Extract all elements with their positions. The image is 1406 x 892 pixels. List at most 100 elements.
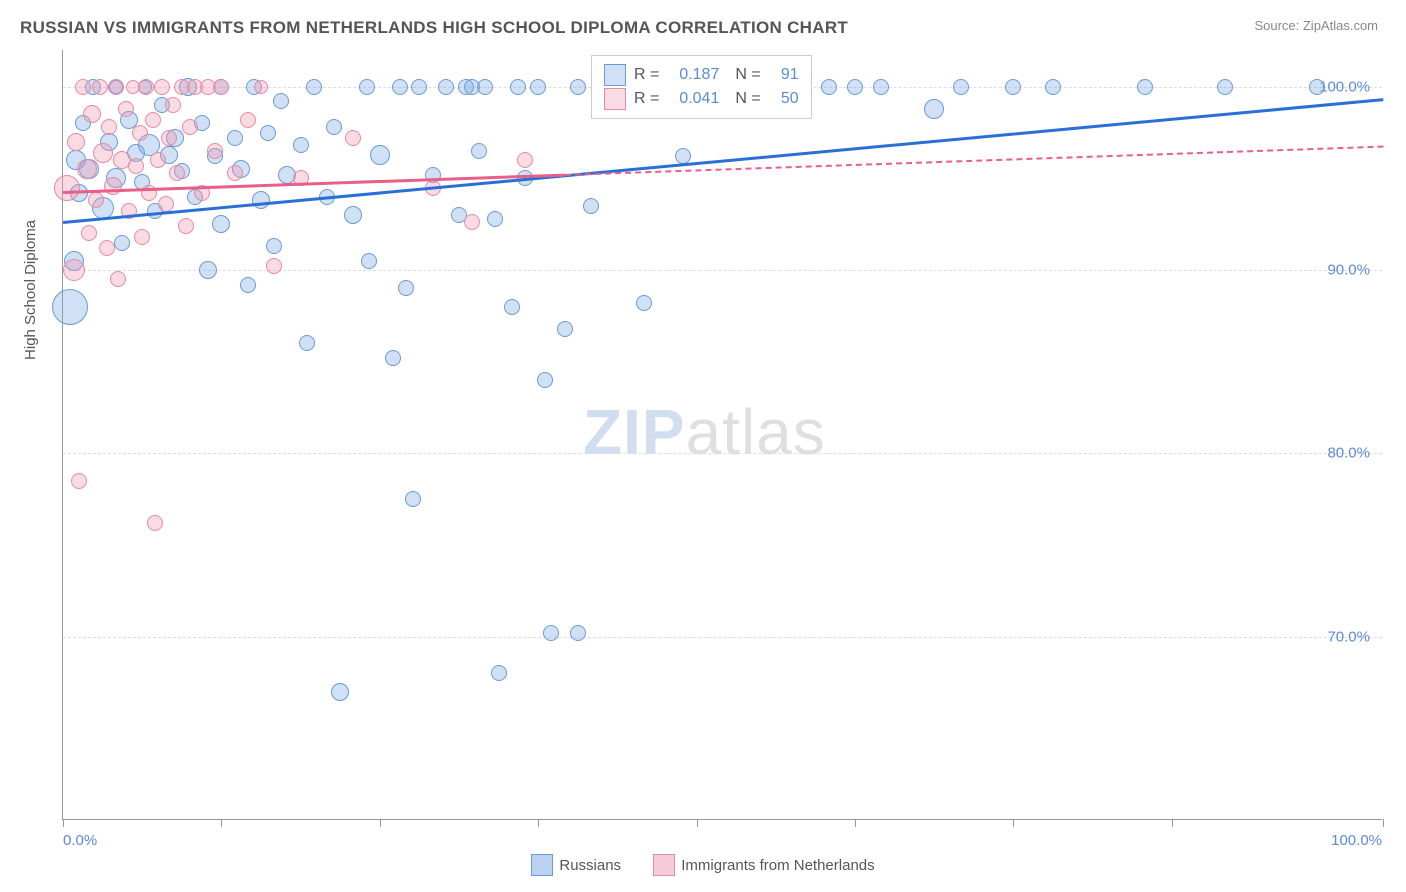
scatter-point xyxy=(873,79,889,95)
scatter-point xyxy=(182,119,198,135)
scatter-point xyxy=(260,125,276,141)
x-tick-label-left: 0.0% xyxy=(63,832,97,849)
x-tick xyxy=(221,819,222,827)
scatter-point xyxy=(636,295,652,311)
y-tick-label: 90.0% xyxy=(1327,262,1370,279)
scatter-point xyxy=(63,259,85,281)
legend-stats-row: R =0.041N =50 xyxy=(604,88,799,110)
scatter-point xyxy=(299,335,315,351)
x-tick xyxy=(380,819,381,827)
x-tick xyxy=(1383,819,1384,827)
swatch-icon xyxy=(604,64,626,86)
swatch-icon xyxy=(653,854,675,876)
scatter-point xyxy=(178,218,194,234)
y-tick-label: 70.0% xyxy=(1327,628,1370,645)
gridline xyxy=(63,453,1382,454)
scatter-point xyxy=(212,215,230,233)
x-tick xyxy=(538,819,539,827)
scatter-point xyxy=(1045,79,1061,95)
scatter-point xyxy=(227,165,243,181)
x-tick xyxy=(1013,819,1014,827)
scatter-point xyxy=(326,119,342,135)
scatter-point xyxy=(438,79,454,95)
scatter-point xyxy=(75,79,91,95)
legend-stats: R =0.187N =91R =0.041N =50 xyxy=(591,55,812,119)
scatter-point xyxy=(52,289,88,325)
legend-item-russians: Russians xyxy=(531,854,621,876)
scatter-point xyxy=(411,79,427,95)
scatter-point xyxy=(487,211,503,227)
gridline xyxy=(63,270,1382,271)
scatter-point xyxy=(213,79,229,95)
scatter-point xyxy=(537,372,553,388)
scatter-point xyxy=(240,112,256,128)
scatter-point xyxy=(821,79,837,95)
scatter-point xyxy=(93,143,113,163)
legend-bottom: Russians Immigrants from Netherlands xyxy=(0,854,1406,880)
watermark: ZIPatlas xyxy=(583,395,826,469)
scatter-point xyxy=(392,79,408,95)
x-tick xyxy=(855,819,856,827)
scatter-point xyxy=(273,93,289,109)
scatter-point xyxy=(345,130,361,146)
scatter-point xyxy=(570,625,586,641)
scatter-point xyxy=(1217,79,1233,95)
scatter-point xyxy=(464,214,480,230)
scatter-point xyxy=(158,196,174,212)
scatter-point xyxy=(114,235,130,251)
scatter-point xyxy=(134,229,150,245)
scatter-point xyxy=(924,99,944,119)
scatter-point xyxy=(344,206,362,224)
scatter-point xyxy=(1137,79,1153,95)
swatch-icon xyxy=(604,88,626,110)
scatter-point xyxy=(88,192,104,208)
scatter-point xyxy=(491,665,507,681)
scatter-point xyxy=(169,165,185,181)
scatter-point xyxy=(517,152,533,168)
scatter-point xyxy=(361,253,377,269)
scatter-point xyxy=(504,299,520,315)
scatter-point xyxy=(207,143,223,159)
swatch-icon xyxy=(531,854,553,876)
scatter-point xyxy=(1309,79,1325,95)
scatter-point xyxy=(132,125,148,141)
scatter-point xyxy=(128,158,144,174)
scatter-point xyxy=(118,101,134,117)
scatter-point xyxy=(150,152,166,168)
scatter-point xyxy=(199,261,217,279)
scatter-point xyxy=(385,350,401,366)
scatter-point xyxy=(370,145,390,165)
scatter-point xyxy=(359,79,375,95)
chart-container: RUSSIAN VS IMMIGRANTS FROM NETHERLANDS H… xyxy=(0,0,1406,892)
scatter-point xyxy=(847,79,863,95)
scatter-point xyxy=(543,625,559,641)
scatter-point xyxy=(71,473,87,489)
scatter-point xyxy=(331,683,349,701)
chart-title: RUSSIAN VS IMMIGRANTS FROM NETHERLANDS H… xyxy=(20,18,848,38)
legend-item-netherlands: Immigrants from Netherlands xyxy=(653,854,874,876)
scatter-point xyxy=(154,79,170,95)
scatter-point xyxy=(510,79,526,95)
scatter-point xyxy=(266,238,282,254)
scatter-point xyxy=(477,79,493,95)
scatter-point xyxy=(99,240,115,256)
scatter-point xyxy=(147,515,163,531)
x-tick xyxy=(63,819,64,827)
scatter-point xyxy=(293,137,309,153)
scatter-point xyxy=(227,130,243,146)
scatter-point xyxy=(54,175,80,201)
scatter-point xyxy=(101,119,117,135)
legend-stats-row: R =0.187N =91 xyxy=(604,64,799,86)
scatter-point xyxy=(306,79,322,95)
scatter-point xyxy=(254,80,268,94)
scatter-point xyxy=(557,321,573,337)
gridline xyxy=(63,637,1382,638)
scatter-point xyxy=(77,159,97,179)
y-tick-label: 100.0% xyxy=(1319,78,1370,95)
scatter-point xyxy=(530,79,546,95)
scatter-point xyxy=(110,271,126,287)
scatter-point xyxy=(398,280,414,296)
scatter-point xyxy=(67,133,85,151)
scatter-point xyxy=(83,105,101,123)
scatter-point xyxy=(145,112,161,128)
